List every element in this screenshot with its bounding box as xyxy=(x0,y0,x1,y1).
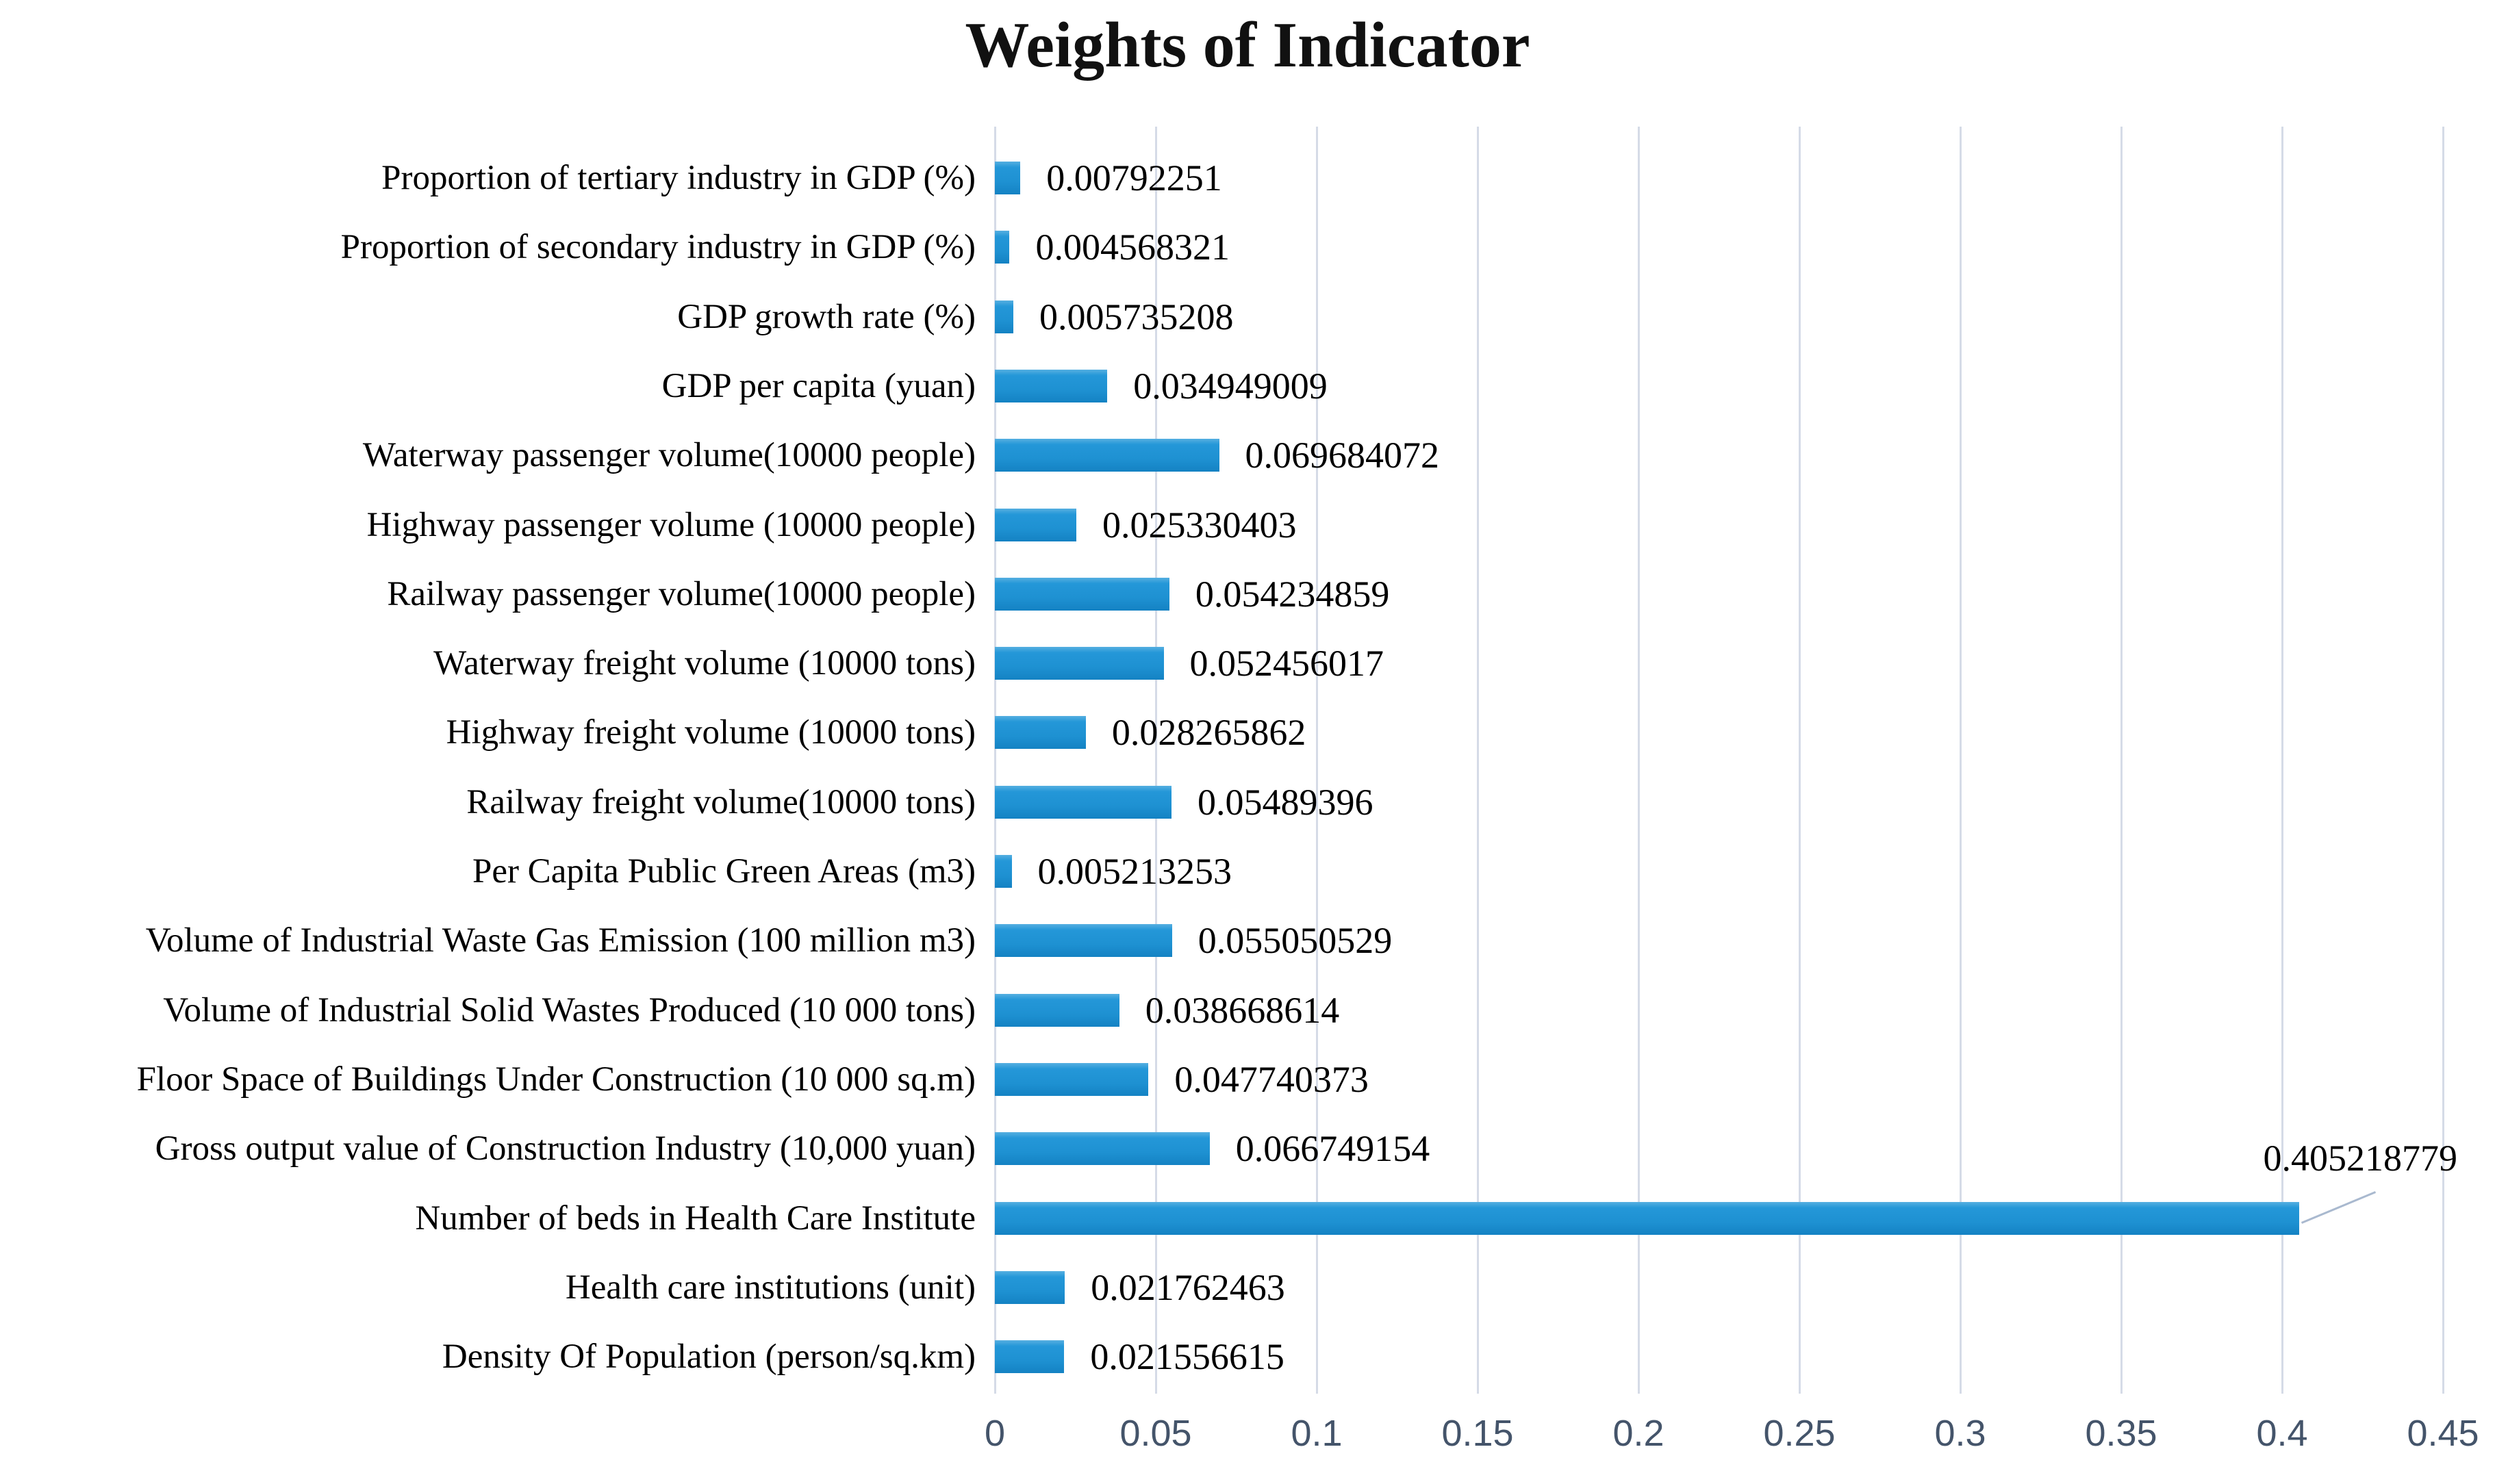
bar xyxy=(995,1270,1065,1304)
x-axis-tick-label: 0.45 xyxy=(2407,1413,2479,1454)
value-label: 0.00792251 xyxy=(1046,157,1222,199)
category-label: Proportion of tertiary industry in GDP (… xyxy=(381,159,976,197)
callout-leader-line xyxy=(2301,1191,2377,1224)
x-axis-tick-label: 0.05 xyxy=(1119,1413,1192,1454)
x-axis-tick-label: 0.25 xyxy=(1763,1413,1836,1454)
x-axis-tick-label: 0.3 xyxy=(1934,1413,1986,1454)
category-label: Health care institutions (unit) xyxy=(565,1268,976,1307)
gridline xyxy=(1960,127,1962,1394)
x-axis-tick-label: 0.4 xyxy=(2256,1413,2308,1454)
value-label: 0.021556615 xyxy=(1090,1336,1284,1378)
x-axis-tick-label: 0.2 xyxy=(1612,1413,1664,1454)
category-label: Waterway freight volume (10000 tons) xyxy=(433,644,976,683)
value-label: 0.034949009 xyxy=(1133,365,1328,407)
x-axis-tick-label: 0.15 xyxy=(1441,1413,1514,1454)
value-label: 0.005213253 xyxy=(1037,851,1232,892)
value-label: 0.052456017 xyxy=(1189,643,1384,685)
gridline xyxy=(994,127,996,1394)
chart-title: Weights of Indicator xyxy=(965,10,1530,81)
gridline xyxy=(1155,127,1157,1394)
value-label: 0.021762463 xyxy=(1091,1266,1285,1308)
value-label: 0.069684072 xyxy=(1245,435,1440,476)
value-label: 0.066749154 xyxy=(1235,1128,1430,1170)
gridline xyxy=(1477,127,1479,1394)
category-label: Waterway passenger volume(10000 people) xyxy=(362,436,976,475)
callout-value-label: 0.405218779 xyxy=(2263,1138,2458,1179)
category-label: Density Of Population (person/sq.km) xyxy=(442,1338,976,1377)
category-label: Highway passenger volume (10000 people) xyxy=(366,505,976,544)
category-label: Floor Space of Buildings Under Construct… xyxy=(136,1060,976,1099)
bar xyxy=(995,1132,1210,1166)
category-label: Volume of Industrial Waste Gas Emission … xyxy=(145,921,976,960)
bar xyxy=(995,716,1086,750)
bar xyxy=(995,924,1172,958)
x-axis-tick-label: 0.35 xyxy=(2085,1413,2157,1454)
bar xyxy=(995,369,1108,402)
category-label: Railway freight volume(10000 tons) xyxy=(466,782,976,821)
bar xyxy=(995,439,1219,472)
value-label: 0.005735208 xyxy=(1039,296,1234,337)
gridline xyxy=(2442,127,2444,1394)
value-label: 0.047740373 xyxy=(1174,1058,1369,1100)
gridline xyxy=(2281,127,2283,1394)
bar xyxy=(995,993,1119,1027)
bar xyxy=(995,162,1021,194)
bar xyxy=(995,508,1077,541)
bar xyxy=(995,577,1169,611)
bar xyxy=(995,647,1164,680)
value-label: 0.038668614 xyxy=(1145,989,1340,1031)
bar xyxy=(995,855,1012,888)
gridline xyxy=(1799,127,1801,1394)
value-label: 0.025330403 xyxy=(1102,504,1297,546)
value-label: 0.055050529 xyxy=(1198,920,1393,962)
gridline xyxy=(2120,127,2123,1394)
category-label: Number of beds in Health Care Institute xyxy=(415,1199,976,1238)
bar xyxy=(995,231,1010,264)
value-label: 0.004568321 xyxy=(1035,227,1230,268)
bar xyxy=(995,1201,2299,1235)
category-label: GDP per capita (yuan) xyxy=(661,366,976,405)
category-label: Highway freight volume (10000 tons) xyxy=(446,713,976,752)
bar xyxy=(995,1340,1065,1374)
category-label: GDP growth rate (%) xyxy=(677,297,976,336)
gridline xyxy=(1638,127,1640,1394)
gridline xyxy=(1316,127,1318,1394)
bar xyxy=(995,785,1171,819)
bar xyxy=(995,300,1013,333)
category-label: Proportion of secondary industry in GDP … xyxy=(340,228,976,267)
category-label: Per Capita Public Green Areas (m3) xyxy=(472,852,976,891)
x-axis-tick-label: 0.1 xyxy=(1291,1413,1343,1454)
x-axis-tick-label: 0 xyxy=(984,1413,1006,1454)
category-label: Railway passenger volume(10000 people) xyxy=(387,574,976,613)
category-label: Volume of Industrial Solid Wastes Produc… xyxy=(163,990,976,1029)
bar xyxy=(995,1062,1149,1096)
value-label: 0.054234859 xyxy=(1195,573,1390,615)
value-label: 0.05489396 xyxy=(1198,781,1373,823)
category-label: Gross output value of Construction Indus… xyxy=(155,1129,976,1168)
value-label: 0.028265862 xyxy=(1111,712,1306,754)
